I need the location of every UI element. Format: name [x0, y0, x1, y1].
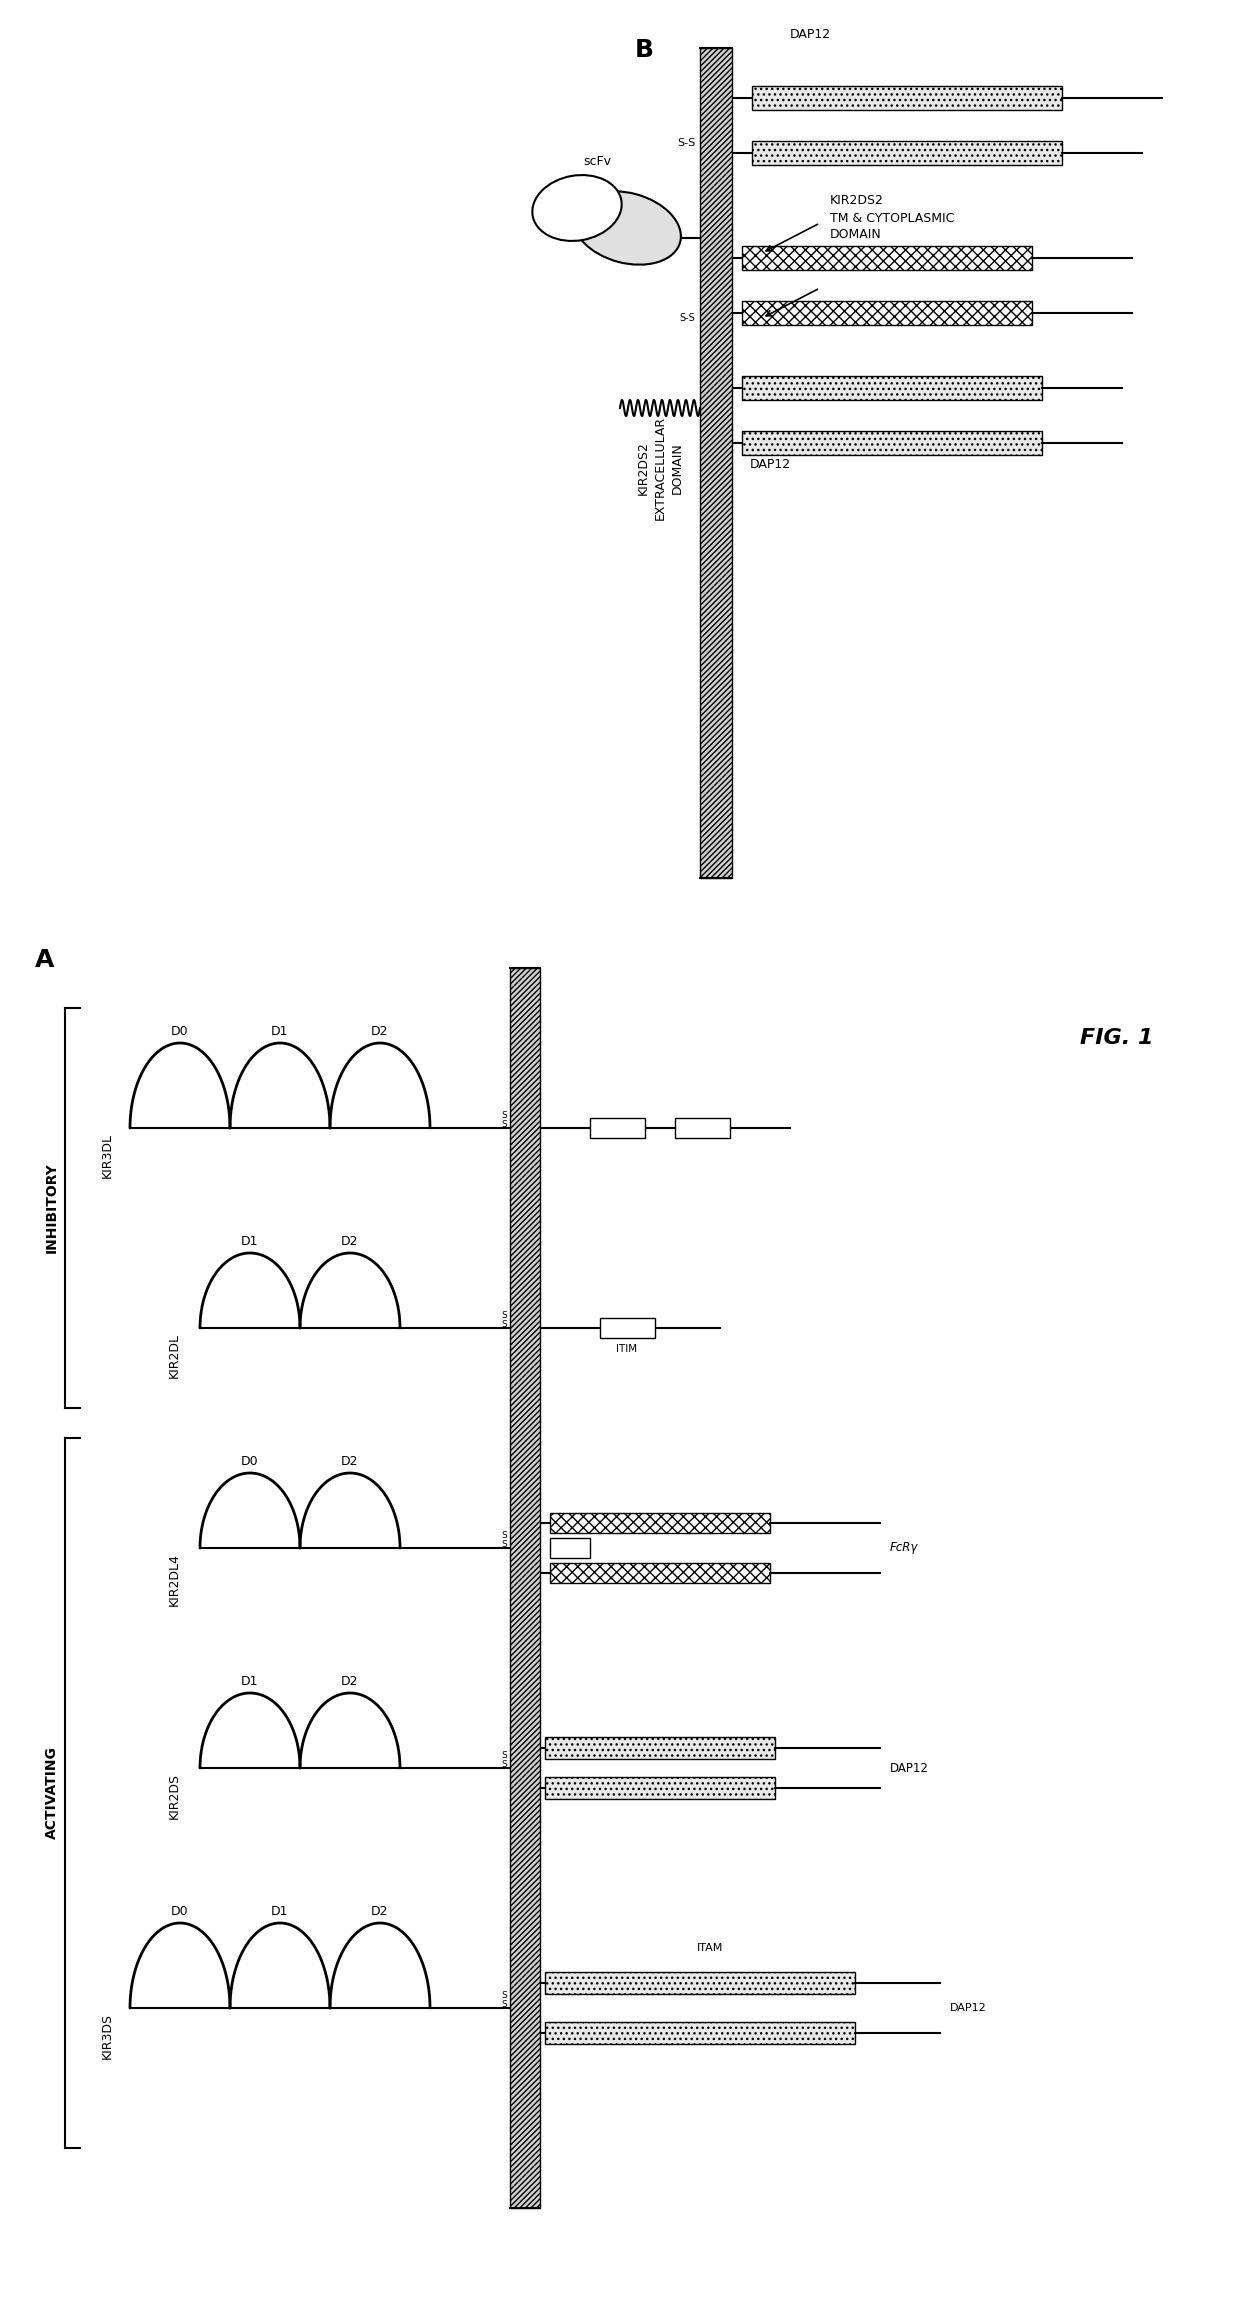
Bar [551, 1563, 770, 1583]
Text: scFv: scFv [583, 155, 611, 168]
Text: D2: D2 [341, 1676, 358, 1687]
Bar [742, 432, 1042, 455]
Text: FcRγ: FcRγ [890, 1542, 919, 1556]
Text: S
S: S S [501, 1992, 507, 2008]
Text: KIR2DS: KIR2DS [167, 1773, 181, 1819]
Text: S-S: S-S [677, 138, 694, 148]
Text: DAP12: DAP12 [750, 457, 791, 471]
Text: DAP12: DAP12 [790, 28, 831, 42]
Text: S
S: S S [501, 1112, 507, 1129]
Text: KIR3DS: KIR3DS [100, 2013, 114, 2059]
Text: ACTIVATING: ACTIVATING [45, 1747, 60, 1839]
Ellipse shape [573, 192, 681, 265]
Text: DAP12: DAP12 [890, 1761, 929, 1775]
Text: D1: D1 [272, 1904, 289, 1918]
Bar [701, 48, 732, 877]
Text: D0: D0 [242, 1454, 259, 1468]
Bar [546, 1971, 856, 1994]
Bar [551, 1537, 590, 1558]
Ellipse shape [532, 175, 621, 240]
Text: INHIBITORY: INHIBITORY [45, 1163, 60, 1253]
Text: D2: D2 [371, 1904, 389, 1918]
Bar [551, 1514, 770, 1533]
Bar [590, 1117, 645, 1138]
Text: D2: D2 [341, 1454, 358, 1468]
Text: D1: D1 [272, 1025, 289, 1039]
Text: KIR2DL4: KIR2DL4 [167, 1553, 181, 1606]
Text: B: B [635, 37, 653, 62]
Text: DAP12: DAP12 [950, 2003, 987, 2013]
Bar [742, 300, 1032, 325]
Bar [675, 1117, 730, 1138]
Text: S
S: S S [501, 1311, 507, 1329]
Bar [751, 85, 1061, 111]
Text: D0: D0 [171, 1904, 188, 1918]
Text: D1: D1 [242, 1235, 259, 1249]
Text: ITIM: ITIM [616, 1343, 637, 1355]
Text: S
S: S S [501, 1752, 507, 1768]
Text: ITAM: ITAM [697, 1943, 723, 1953]
Text: S
S: S S [501, 1530, 507, 1549]
Bar [546, 2022, 856, 2045]
Text: KIR3DL: KIR3DL [100, 1133, 114, 1177]
Text: KIR2DS2
TM & CYTOPLASMIC
DOMAIN: KIR2DS2 TM & CYTOPLASMIC DOMAIN [830, 194, 955, 242]
Bar [546, 1777, 775, 1798]
Bar [546, 1738, 775, 1759]
Bar [751, 141, 1061, 164]
Text: FIG. 1: FIG. 1 [1080, 1027, 1153, 1048]
Bar [510, 967, 539, 2209]
Text: D2: D2 [341, 1235, 358, 1249]
Text: A: A [35, 949, 55, 972]
Bar [600, 1318, 655, 1339]
Text: D1: D1 [242, 1676, 259, 1687]
Bar [742, 376, 1042, 399]
Text: D2: D2 [371, 1025, 389, 1039]
Text: D0: D0 [171, 1025, 188, 1039]
Text: KIR2DL: KIR2DL [167, 1334, 181, 1378]
Text: KIR2DS2
EXTRACELLULAR
DOMAIN: KIR2DS2 EXTRACELLULAR DOMAIN [636, 415, 683, 519]
Text: S-S: S-S [680, 314, 694, 323]
Bar [742, 247, 1032, 270]
